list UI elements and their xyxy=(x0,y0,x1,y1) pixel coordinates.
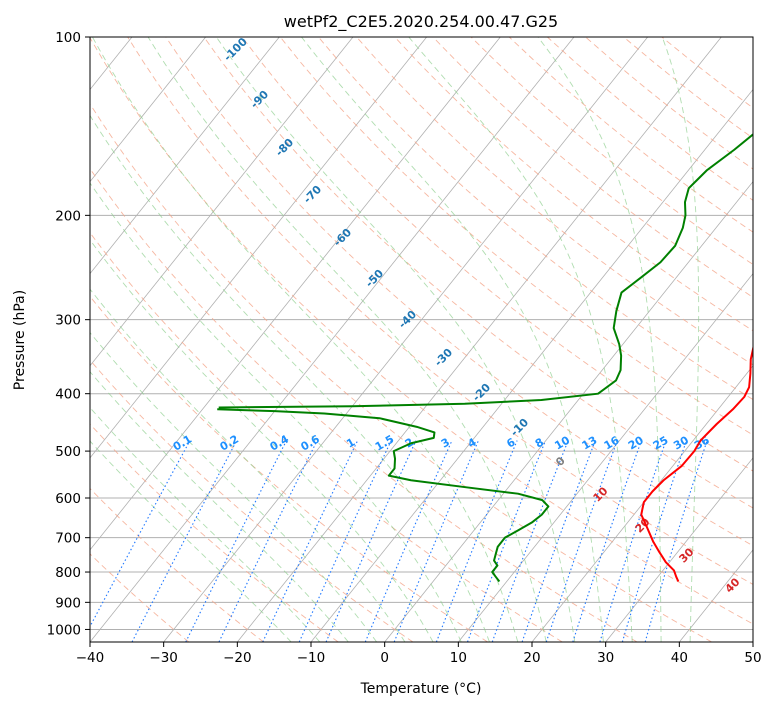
dry-adiabat-20 xyxy=(90,231,563,642)
isotherm--60 xyxy=(90,37,427,459)
x-tick-label: 50 xyxy=(744,650,761,666)
x-tick-label: 40 xyxy=(671,650,688,666)
isotherm--90 xyxy=(90,37,206,183)
dry-adiabat-0 xyxy=(90,359,414,642)
moist-adiabat-40 xyxy=(661,37,700,642)
mixing-ratio-line-3 xyxy=(364,440,453,642)
dewpoint-profile-line xyxy=(218,133,753,409)
dewpoint-profile-line xyxy=(217,408,550,583)
axes: −40 −30 −20 −10 0 10 20 30 40 50 100 200 300 400 500 60… xyxy=(47,30,762,666)
temperature-profile-line xyxy=(640,344,753,582)
moist-adiabat-24 xyxy=(215,37,576,642)
mixing-ratio-line-25 xyxy=(599,440,667,642)
x-tick-label: −20 xyxy=(223,650,252,666)
isotherm--70 xyxy=(90,37,354,367)
moist-adiabat-16 xyxy=(92,37,519,642)
chart-title: wetPf2_C2E5.2020.254.00.47.G25 xyxy=(284,12,558,32)
x-tick-label: 10 xyxy=(450,650,467,666)
moist-adiabat--8 xyxy=(90,371,349,642)
moist-adiabat-36 xyxy=(537,37,662,642)
dry-adiabat-120 xyxy=(356,37,753,366)
mixing-ratio-line-1.5 xyxy=(298,440,392,642)
isotherm-20 xyxy=(531,365,753,642)
dry-adiabat-50 xyxy=(90,37,753,625)
y-tick-label: 300 xyxy=(55,313,81,329)
mixing-ratio-line-0.4 xyxy=(185,440,287,642)
dry-adiabat-80 xyxy=(203,37,753,509)
moist-adiabat-32 xyxy=(408,37,633,642)
isotherm-30 xyxy=(605,457,753,642)
mixing-ratio-line-0.6 xyxy=(218,440,318,642)
isotherm--20 xyxy=(237,37,722,642)
dry-adiabat-110 xyxy=(318,37,753,401)
x-tick-label: 0 xyxy=(380,650,389,666)
moist-adiabat--16 xyxy=(90,440,292,642)
x-tick-label: −30 xyxy=(149,650,178,666)
mixing-ratio-line-0.1 xyxy=(90,440,191,628)
dry-adiabat--30 xyxy=(90,553,190,642)
dry-adiabat--10 xyxy=(90,423,339,642)
moist-adiabat-0 xyxy=(90,288,406,642)
y-tick-label: 200 xyxy=(55,208,81,224)
plot-frame xyxy=(89,36,754,643)
isotherm--80 xyxy=(90,37,280,275)
y-tick-label: 600 xyxy=(55,491,81,507)
moist-adiabat-28 xyxy=(301,37,604,642)
dry-adiabat-60 xyxy=(127,37,753,585)
moist-adiabat-4 xyxy=(90,239,434,642)
background-lines xyxy=(90,37,753,642)
x-axis-label: Temperature (°C) xyxy=(360,681,482,697)
mixing-ratio-line-10 xyxy=(491,440,569,642)
mixing-ratio-line-16 xyxy=(545,440,618,642)
mixing-ratio-line-4 xyxy=(393,440,479,642)
isotherm-0 xyxy=(384,180,753,642)
dry-adiabat-70 xyxy=(165,37,753,547)
x-tick-label: −10 xyxy=(297,650,326,666)
isotherm--30 xyxy=(163,37,648,642)
isotherm--50 xyxy=(90,37,501,551)
y-tick-label: 100 xyxy=(55,30,81,46)
mixing-ratio-line-13 xyxy=(521,440,596,642)
y-axis-label: Pressure (hPa) xyxy=(12,290,28,390)
y-tick-label: 500 xyxy=(55,444,81,460)
moist-adiabat--4 xyxy=(90,331,378,642)
y-tick-label: 1000 xyxy=(47,622,81,638)
mixing-ratio-line-30 xyxy=(621,440,687,642)
x-tick-label: 30 xyxy=(597,650,614,666)
y-tick-label: 900 xyxy=(55,595,81,611)
mixing-ratio-line-2 xyxy=(325,440,417,642)
isotherm--40 xyxy=(90,37,575,642)
moist-adiabat-12 xyxy=(90,114,490,642)
y-tick-label: 800 xyxy=(55,565,81,581)
dry-adiabat-130 xyxy=(394,37,753,332)
y-tick-label: 700 xyxy=(55,531,81,547)
dry-adiabat-10 xyxy=(90,295,488,642)
x-tick-label: −40 xyxy=(76,650,105,666)
isotherm-10 xyxy=(458,273,753,642)
x-tick-label: 20 xyxy=(523,650,540,666)
profile-series xyxy=(217,133,753,583)
y-tick-label: 400 xyxy=(55,387,81,403)
mixing-ratio-line-36 xyxy=(644,440,708,642)
